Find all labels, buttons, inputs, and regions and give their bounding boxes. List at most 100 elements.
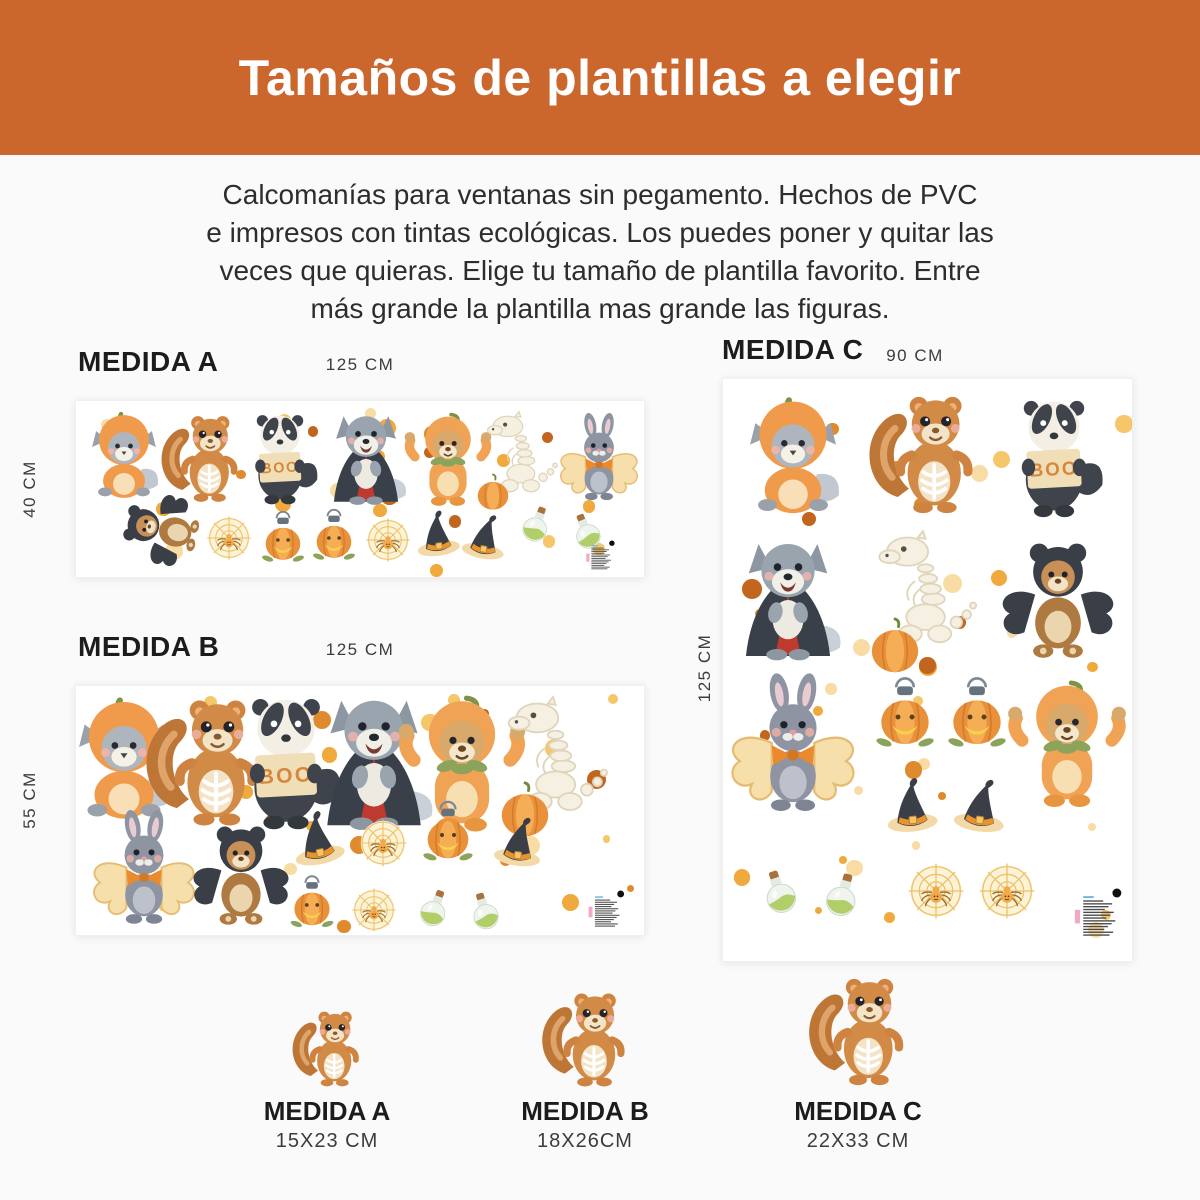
decor-dot (1087, 822, 1096, 832)
sticker-witch-hat (938, 764, 1024, 850)
sticker-badger-boo: BOO (211, 688, 362, 839)
size-c-label: MEDIDA C (794, 1096, 922, 1126)
sticker-potion (740, 854, 821, 935)
sticker-spider-web (898, 853, 974, 929)
decor-dot (429, 563, 443, 577)
sticker-bear-pumpkin (996, 676, 1132, 816)
sticker-spider-web (969, 853, 1045, 929)
decor-dot (337, 919, 352, 934)
panel-a-title: MEDIDA A (78, 346, 219, 377)
sticker-pumpkin-lantern (302, 506, 366, 570)
decor-dot (937, 792, 946, 801)
panel-b-width-label: 125 CM (325, 640, 395, 659)
sticker-pumpkin-lantern (861, 673, 949, 761)
sticker-spider-web (344, 880, 404, 935)
sticker-wolf-vampire (312, 406, 419, 513)
sticker-pumpkin-lantern (251, 508, 315, 572)
sticker-bear-bat (183, 818, 298, 933)
panel-a-height-label: 40 CM (20, 460, 39, 518)
svg-text:BOO: BOO (258, 763, 314, 789)
sticker-witch-hat (479, 803, 558, 882)
sticker-squirrel-skeleton (149, 407, 252, 510)
decor-dot (607, 693, 618, 704)
size-b-dimensions: 18X26CM (537, 1130, 633, 1152)
sticker-potion (502, 492, 570, 560)
sticker-pumpkin-lantern (410, 798, 485, 873)
template-panel-b: BOO (75, 685, 645, 936)
decor-dot (812, 705, 824, 717)
size-b-label: MEDIDA B (521, 1096, 649, 1126)
size-a-dimensions: 15X23 CM (275, 1130, 379, 1152)
sticker-badger-boo: BOO (229, 407, 332, 510)
decor-dot (448, 693, 460, 706)
decor-dot (449, 515, 462, 528)
sticker-potion (398, 875, 469, 935)
decor-dot (373, 503, 387, 518)
svg-text:BOO: BOO (1029, 457, 1079, 481)
sticker-wolf-vampire (296, 686, 452, 841)
decor-dot (626, 884, 635, 893)
sticker-pumpkin-lantern (279, 872, 344, 935)
sticker-spider-web (358, 510, 419, 571)
panel-a-width-label: 125 CM (325, 355, 395, 374)
sticker-witch-hat (400, 499, 472, 571)
decor-dot (991, 569, 1008, 586)
decor-dot (992, 450, 1011, 469)
sticker-pumpkin (470, 469, 516, 515)
sticker-fine-print (585, 540, 617, 572)
header-banner: Tamaños de plantillas a elegir (0, 0, 1200, 155)
sticker-bear-bat (991, 533, 1125, 667)
sticker-fine-print (587, 890, 627, 930)
decor-dot (759, 730, 771, 741)
sticker-spider-web (199, 508, 260, 569)
template-panel-c: BOO (722, 378, 1133, 962)
sticker-fox-pumpkin (725, 390, 859, 524)
svg-text:BOO: BOO (261, 460, 299, 478)
page-title: Tamaños de plantillas a elegir (238, 49, 962, 106)
decor-dot (825, 683, 837, 695)
sticker-potion (802, 857, 881, 936)
decor-dot (321, 747, 338, 763)
decor-dot (883, 911, 896, 924)
decor-dot (852, 638, 871, 657)
decor-dot (1115, 415, 1132, 433)
decor-dot (911, 841, 921, 850)
sticker-fox-pumpkin (76, 690, 195, 831)
decor-dot (912, 695, 923, 706)
decor-dot (802, 512, 817, 527)
panel-c-height-label: 125 CM (695, 633, 714, 703)
decor-dot (839, 855, 848, 864)
decor-dot (284, 862, 297, 876)
decor-dot (364, 407, 376, 419)
decor-dot (942, 574, 962, 593)
sticker-fine-print (1073, 888, 1126, 941)
decor-dot (602, 835, 611, 844)
decor-dot (497, 454, 510, 467)
sticker-witch-hat (448, 501, 522, 575)
sticker-badger-boo: BOO (987, 390, 1121, 524)
sticker-fox-pumpkin (76, 407, 174, 507)
decor-dot (313, 710, 332, 729)
sticker-bear-pumpkin (396, 409, 499, 512)
panel-b-height-label: 55 CM (20, 771, 39, 829)
decor-dot (541, 431, 554, 444)
panel-c-title: MEDIDA C (722, 334, 864, 365)
decor-dot (846, 859, 863, 877)
sticker-bear-bat (111, 479, 212, 577)
decor-dot (236, 469, 246, 479)
sticker-squirrel-skeleton (853, 385, 993, 525)
decor-dot (1086, 661, 1098, 673)
decor-dot (423, 446, 435, 458)
decor-dot (854, 785, 864, 795)
sticker-bone-dragon (859, 529, 987, 658)
sticker-witch-hat (869, 765, 952, 848)
size-figure-squirrel-a (282, 1004, 372, 1094)
sticker-potion (451, 878, 519, 935)
decor-dot (583, 500, 596, 513)
sticker-squirrel-skeleton (129, 688, 280, 839)
decor-dot (919, 657, 936, 674)
sticker-potion (552, 498, 622, 568)
sticker-wolf-vampire (723, 530, 859, 670)
decor-dot (733, 869, 751, 886)
